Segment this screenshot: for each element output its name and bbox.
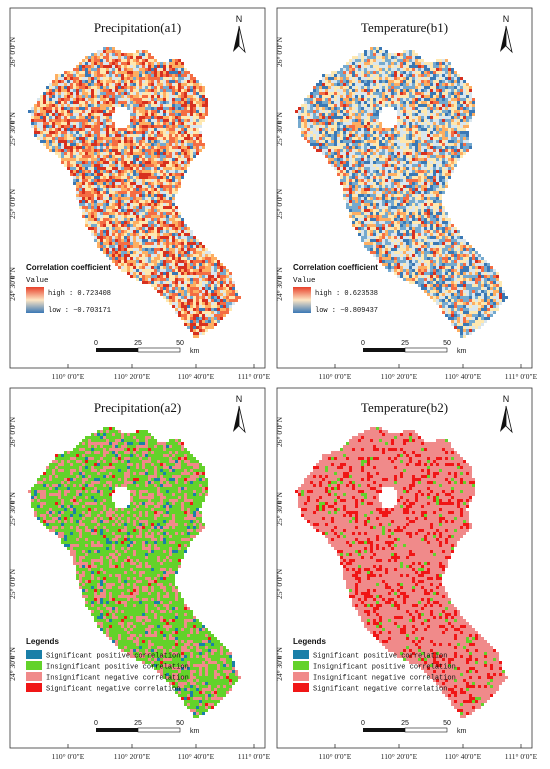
lat-tick-label: 25° 0′0″N	[275, 188, 284, 219]
svg-text:N: N	[503, 14, 510, 24]
lat-tick-label: 25° 0′0″N	[8, 188, 17, 219]
legend-swatch	[26, 661, 42, 670]
lon-tick-label: 111° 0′0″E	[238, 752, 271, 761]
legend-item: Significant negative correlation	[26, 683, 180, 694]
legend-swatch	[26, 683, 42, 692]
map-panel-a1: Precipitation(a1) N 26° 0′0″N 25° 30′0″N 25°…	[8, 8, 271, 381]
scale-label: 50	[176, 720, 184, 727]
scale-label: 0	[94, 720, 98, 727]
lat-tick-label: 25° 0′0″N	[8, 568, 17, 599]
legend-swatch	[293, 650, 309, 659]
legend-subtitle: Value	[293, 277, 316, 285]
legend-item: Insignificant positive correlation	[293, 661, 456, 672]
legend-high-label: high : 0.723408	[48, 290, 111, 298]
scale-label: km	[457, 728, 467, 735]
map-panel-a2: Precipitation(a2)N26° 0′0″N25° 30′0″N25°…	[8, 388, 271, 761]
lon-tick-label: 110° 0′0″E	[319, 372, 352, 381]
legend-swatch	[293, 661, 309, 670]
legend-label: Significant positive correlation	[46, 653, 180, 661]
scale-label: km	[457, 348, 467, 355]
legend-high-label: high : 0.623538	[315, 290, 378, 298]
lat-tick-label: 24° 30′0″N	[275, 647, 284, 681]
lat-tick-label: 26° 0′0″N	[8, 416, 17, 447]
legend-low-label: low : −0.703171	[48, 307, 111, 315]
legend-item: Insignificant negative correlation	[26, 672, 189, 683]
legend-label: Insignificant positive correlation	[313, 664, 456, 672]
scale-label: 0	[94, 340, 98, 347]
panel-title: Precipitation(a1)	[94, 20, 181, 35]
legend-title: Correlation coefficient	[293, 263, 378, 272]
legend-label: Significant negative correlation	[313, 686, 447, 694]
lon-tick-label: 110° 40′0″E	[445, 752, 482, 761]
legend-color-ramp	[26, 287, 44, 313]
legend-subtitle: Value	[26, 277, 49, 285]
legend-title: Correlation coefficient	[26, 263, 111, 272]
map-panel-b2: Temperature(b2)N26° 0′0″N25° 30′0″N25° 0…	[275, 388, 538, 761]
lon-tick-label: 111° 0′0″E	[238, 372, 271, 381]
scale-label: 25	[134, 720, 142, 727]
lon-tick-label: 110° 20′0″E	[114, 372, 151, 381]
legend-swatch	[293, 683, 309, 692]
map-panel-b1: Temperature(b1) N 26° 0′0″N 25° 30′0″N 25° 0…	[275, 8, 538, 381]
lon-tick-label: 111° 0′0″E	[505, 372, 538, 381]
legend-label: Significant positive correlation	[313, 653, 447, 661]
legend-item: Insignificant negative correlation	[293, 672, 456, 683]
scale-label: 25	[401, 720, 409, 727]
lon-tick-label: 110° 0′0″E	[319, 752, 352, 761]
lon-tick-label: 111° 0′0″E	[505, 752, 538, 761]
legend-low-label: low : −0.809437	[315, 307, 378, 315]
lat-tick-label: 25° 30′0″N	[275, 112, 284, 146]
lon-tick-label: 110° 20′0″E	[114, 752, 151, 761]
legend-label: Significant negative correlation	[46, 686, 180, 694]
lon-tick-label: 110° 40′0″E	[445, 372, 482, 381]
lat-tick-label: 25° 0′0″N	[275, 568, 284, 599]
legend-label: Insignificant positive correlation	[46, 664, 189, 672]
legend-title: Legends	[26, 637, 59, 646]
scale-label: 0	[361, 340, 365, 347]
legend-label: Insignificant negative correlation	[313, 675, 456, 683]
lon-tick-label: 110° 20′0″E	[381, 752, 418, 761]
legend-item: Insignificant positive correlation	[26, 661, 189, 672]
scale-label: 25	[134, 340, 142, 347]
lon-tick-label: 110° 20′0″E	[381, 372, 418, 381]
lon-tick-label: 110° 40′0″E	[178, 372, 215, 381]
scale-label: km	[190, 728, 200, 735]
panel-title: Temperature(b2)	[361, 400, 448, 415]
scale-label: 50	[443, 720, 451, 727]
scale-label: 50	[443, 340, 451, 347]
legend-label: Insignificant negative correlation	[46, 675, 189, 683]
scale-label: 25	[401, 340, 409, 347]
legend-item: Significant negative correlation	[293, 683, 447, 694]
panel-title: Temperature(b1)	[361, 20, 448, 35]
legend-color-ramp	[293, 287, 311, 313]
legend-title: Legends	[293, 637, 326, 646]
legend-swatch	[293, 672, 309, 681]
legend-swatch	[26, 650, 42, 659]
scale-label: 50	[176, 340, 184, 347]
legend-swatch	[26, 672, 42, 681]
lon-tick-label: 110° 40′0″E	[178, 752, 215, 761]
lat-tick-label: 26° 0′0″N	[275, 416, 284, 447]
legend-item: Significant positive correlation	[26, 650, 180, 661]
svg-text:N: N	[236, 14, 243, 24]
lat-tick-label: 24° 30′0″N	[8, 267, 17, 301]
scale-label: km	[190, 348, 200, 355]
scale-label: 0	[361, 720, 365, 727]
lat-tick-label: 25° 30′0″N	[8, 112, 17, 146]
legend-item: Significant positive correlation	[293, 650, 447, 661]
lat-tick-label: 25° 30′0″N	[8, 492, 17, 526]
lat-tick-label: 26° 0′0″N	[8, 36, 17, 67]
lat-tick-label: 24° 30′0″N	[275, 267, 284, 301]
lat-tick-label: 25° 30′0″N	[275, 492, 284, 526]
lat-tick-label: 26° 0′0″N	[275, 36, 284, 67]
lat-tick-label: 24° 30′0″N	[8, 647, 17, 681]
lon-tick-label: 110° 0′0″E	[52, 372, 85, 381]
lon-tick-label: 110° 0′0″E	[52, 752, 85, 761]
panel-title: Precipitation(a2)	[94, 400, 181, 415]
